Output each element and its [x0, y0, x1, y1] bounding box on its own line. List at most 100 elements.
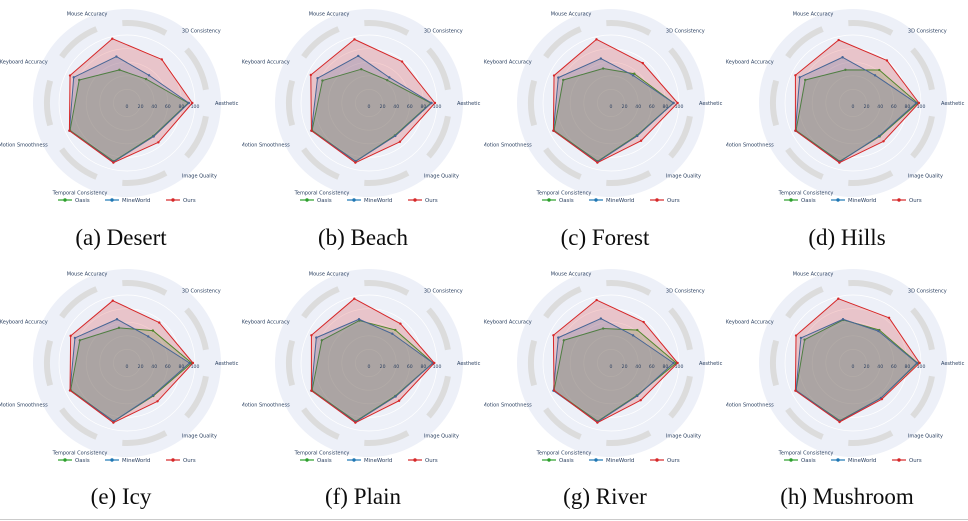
grid-circle: [556, 308, 666, 418]
legend-item-oasis: Oasis: [542, 198, 574, 204]
axis-label-aesthetic: Aesthetic: [457, 361, 481, 367]
legend-label: Ours: [667, 458, 680, 464]
series-vertex-oasis: [360, 67, 363, 71]
axis-label-3d-consistency: 3D Consistency: [666, 289, 705, 295]
grid-circle: [825, 335, 881, 391]
polar-background: [517, 9, 705, 197]
ring-arc: [122, 170, 168, 186]
series-vertex-oasis: [394, 328, 397, 332]
series-polygon-mineworld: [794, 56, 917, 163]
radial-tick-label: 80: [178, 104, 184, 110]
series-vertex-oasis: [562, 339, 566, 342]
radar-chart-plain: 0 20 40 60 80 100 Mouse Accuracy 3D Consistency…: [242, 269, 481, 464]
grid-circle: [798, 48, 908, 158]
axis-label-motion-smoothness: Motion Smoothness: [242, 143, 290, 149]
series-vertex-ours: [310, 129, 313, 132]
axis-label-mouse-accuracy: Mouse Accuracy: [67, 272, 108, 278]
radial-tick-label: 100: [433, 364, 442, 370]
series-polygon-mineworld: [69, 318, 191, 422]
legend-marker: [413, 458, 417, 462]
ring-arc: [364, 280, 410, 296]
legend-item-mineworld: MineWorld: [105, 458, 150, 464]
series-vertex-oasis: [636, 328, 639, 332]
series-vertex-ours: [310, 389, 313, 392]
legend-item-oasis: Oasis: [58, 198, 90, 204]
series-vertex-mineworld: [798, 76, 801, 79]
series-vertex-mineworld: [799, 336, 803, 340]
radar-chart-hills: 0 20 40 60 80 100 Mouse Accuracy 3D Consistency…: [726, 9, 965, 204]
series-vertex-oasis: [601, 67, 605, 70]
grid-circle: [113, 89, 141, 117]
axis-label-motion-smoothness: Motion Smoothness: [726, 143, 774, 149]
radar-chart-forest: 0 20 40 60 80 100 Mouse Accuracy 3D Consistency…: [484, 9, 723, 204]
grid-circle: [327, 61, 411, 145]
ring-arc: [606, 430, 652, 446]
series-vertex-ours: [639, 139, 643, 142]
radial-tick-label: 20: [138, 364, 144, 370]
series-vertex-mineworld: [430, 101, 433, 105]
ring-arc: [426, 47, 451, 91]
radial-tick-label: 60: [649, 104, 655, 110]
ring-arc: [668, 307, 693, 351]
chart-caption-plain: (f) Plain: [324, 484, 401, 509]
legend-marker: [594, 198, 598, 202]
series-vertex-oasis: [321, 79, 324, 82]
legend-marker: [789, 458, 793, 462]
radial-tick-label: 60: [649, 364, 655, 370]
series-vertex-mineworld: [599, 317, 603, 320]
ring-arc: [426, 375, 451, 419]
axis-label-motion-smoothness: Motion Smoothness: [242, 403, 290, 409]
grid-circle: [542, 34, 680, 172]
radial-tick-label: 0: [126, 104, 129, 110]
radial-tick-label: 80: [662, 104, 668, 110]
series-vertex-ours: [68, 74, 72, 77]
chart-caption-hills: (d) Hills: [808, 225, 886, 250]
legend-item-ours: Ours: [892, 458, 922, 464]
radar-chart-icy: 0 20 40 60 80 100 Mouse Accuracy 3D Consistency…: [0, 269, 239, 464]
legend-marker: [413, 198, 417, 202]
series-polygon-mineworld: [552, 58, 675, 163]
legend-marker: [171, 458, 175, 462]
ring-arc: [426, 307, 451, 351]
ring-arc: [785, 286, 824, 319]
axis-label-image-quality: Image Quality: [666, 173, 701, 179]
radial-tick-label: 80: [904, 364, 910, 370]
legend-label: Oasis: [559, 198, 574, 204]
series-vertex-mineworld: [391, 332, 394, 335]
legend-marker: [352, 198, 356, 202]
axis-label-mouse-accuracy: Mouse Accuracy: [793, 12, 834, 18]
ring-arc: [848, 170, 894, 186]
grid-circle: [839, 349, 867, 377]
ring-arc: [785, 407, 824, 440]
ring-arc: [668, 115, 693, 159]
radial-tick-label: 0: [610, 104, 613, 110]
legend-item-ours: Ours: [650, 458, 680, 464]
series-vertex-mineworld: [915, 101, 918, 105]
legend-item-mineworld: MineWorld: [105, 198, 150, 204]
axis-label-keyboard-accuracy: Keyboard Accuracy: [242, 59, 290, 65]
legend-label: MineWorld: [848, 458, 876, 464]
radial-tick-label: 20: [138, 104, 144, 110]
series-vertex-oasis: [386, 78, 389, 82]
series-vertex-ours: [837, 297, 840, 300]
ring-arc: [286, 339, 296, 387]
series-vertex-ours: [595, 38, 598, 41]
legend-label: Ours: [425, 458, 438, 464]
series-vertex-oasis: [844, 68, 847, 72]
ring-arc: [543, 286, 582, 319]
legend-marker: [110, 458, 114, 462]
axis-label-keyboard-accuracy: Keyboard Accuracy: [0, 319, 48, 325]
series-polygon-ours: [310, 38, 436, 164]
grid-circle: [327, 321, 411, 405]
series-vertex-ours: [111, 299, 114, 302]
legend-label: MineWorld: [606, 198, 634, 204]
axis-label-temporal-consistency: Temporal Consistency: [294, 450, 350, 456]
chart-cell-forest: 0 20 40 60 80 100 Mouse Accuracy 3D Consistency…: [484, 0, 726, 220]
radial-tick-label: 60: [891, 104, 897, 110]
series-vertex-oasis: [151, 329, 155, 332]
grid-circle: [58, 34, 196, 172]
series-vertex-mineworld: [72, 76, 75, 79]
series-vertex-ours: [433, 361, 436, 365]
series-vertex-ours: [68, 389, 72, 392]
series-polygon-mineworld: [310, 318, 434, 423]
